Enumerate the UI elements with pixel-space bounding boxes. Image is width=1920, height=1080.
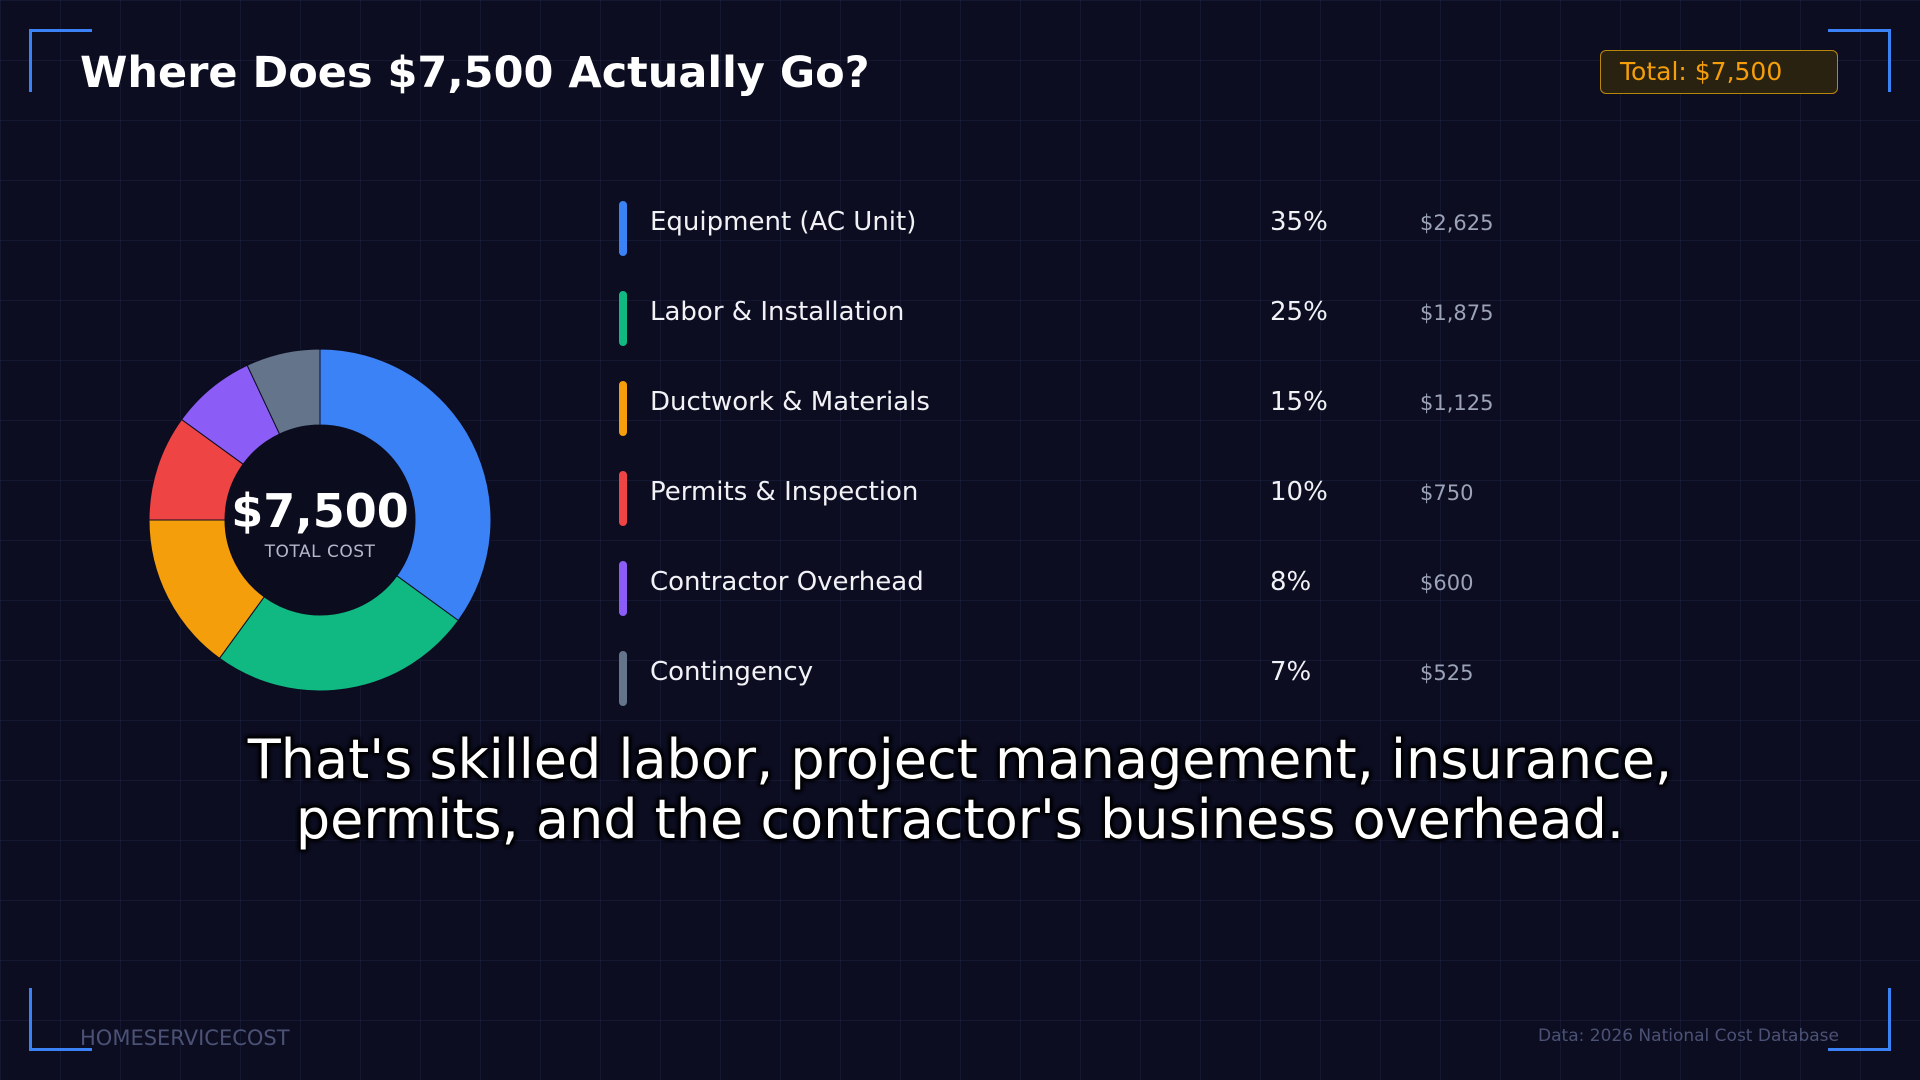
page-title: Where Does $7,500 Actually Go?: [80, 48, 870, 98]
legend-label: Contingency: [650, 657, 814, 687]
subtitle-caption: That's skilled labor, project management…: [0, 730, 1920, 850]
legend-color-bar: [619, 291, 627, 346]
caption-line-1: That's skilled labor, project management…: [247, 728, 1673, 791]
legend-amount: $750: [1420, 481, 1474, 505]
legend-label: Contractor Overhead: [650, 567, 924, 597]
donut-center-label: TOTAL COST: [264, 542, 376, 562]
donut-hole: [225, 425, 415, 615]
legend-amount: $2,625: [1420, 211, 1494, 235]
donut-center-value: $7,500: [231, 484, 409, 538]
legend-amount: $1,125: [1420, 391, 1494, 415]
legend-color-bar: [619, 651, 627, 706]
legend-label: Equipment (AC Unit): [650, 207, 917, 237]
legend-percent: 15%: [1270, 387, 1328, 417]
legend-percent: 7%: [1270, 657, 1312, 687]
brand-label: HOMESERVICECOST: [80, 1026, 290, 1050]
data-source-label: Data: 2026 National Cost Database: [1538, 1026, 1839, 1046]
donut-chart: [148, 348, 492, 692]
legend-percent: 8%: [1270, 567, 1312, 597]
legend-label: Labor & Installation: [650, 297, 905, 327]
legend-percent: 25%: [1270, 297, 1328, 327]
frame-corner-bottom-left: [29, 988, 92, 1051]
legend-row: Equipment (AC Unit) 35% $2,625: [619, 195, 1519, 285]
legend-label: Permits & Inspection: [650, 477, 919, 507]
legend-amount: $1,875: [1420, 301, 1494, 325]
legend-row: Contractor Overhead 8% $600: [619, 555, 1519, 645]
legend-row: Permits & Inspection 10% $750: [619, 465, 1519, 555]
legend-row: Contingency 7% $525: [619, 645, 1519, 735]
legend-label: Ductwork & Materials: [650, 387, 930, 417]
legend-amount: $525: [1420, 661, 1474, 685]
legend-color-bar: [619, 561, 627, 616]
legend: Equipment (AC Unit) 35% $2,625 Labor & Inst…: [619, 195, 1519, 735]
legend-row: Labor & Installation 25% $1,875: [619, 285, 1519, 375]
legend-color-bar: [619, 201, 627, 256]
frame-corner-top-right: [1828, 29, 1891, 92]
legend-percent: 10%: [1270, 477, 1328, 507]
caption-line-2: permits, and the contractor's business o…: [295, 788, 1625, 851]
frame-corner-bottom-right: [1828, 988, 1891, 1051]
legend-color-bar: [619, 381, 627, 436]
total-badge: Total: $7,500: [1600, 50, 1838, 94]
legend-amount: $600: [1420, 571, 1474, 595]
legend-percent: 35%: [1270, 207, 1328, 237]
legend-color-bar: [619, 471, 627, 526]
frame-corner-top-left: [29, 29, 92, 92]
legend-row: Ductwork & Materials 15% $1,125: [619, 375, 1519, 465]
